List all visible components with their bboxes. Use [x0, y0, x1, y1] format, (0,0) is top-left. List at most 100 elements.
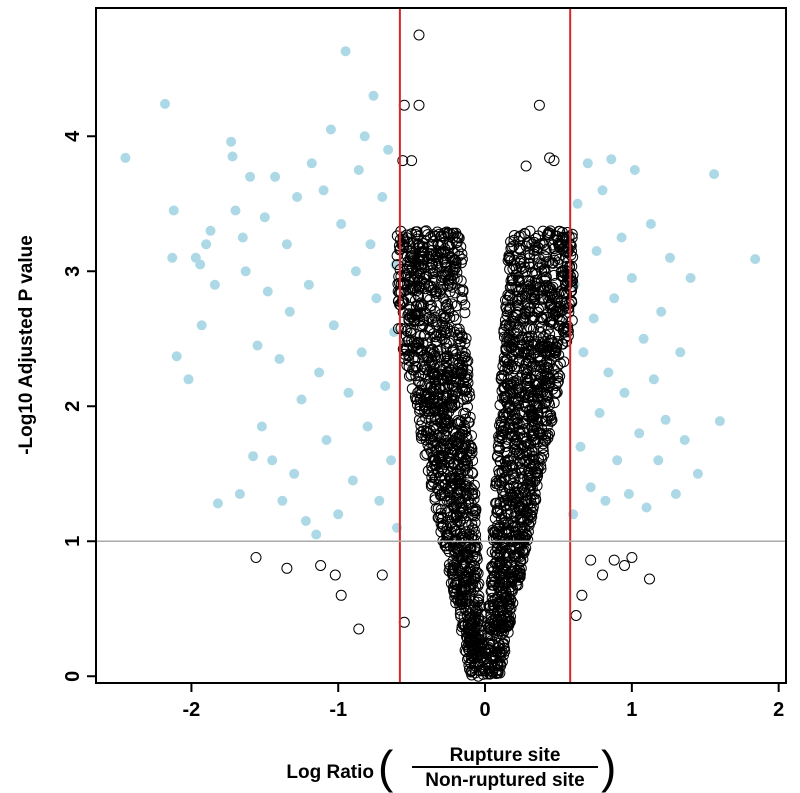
data-point — [498, 649, 509, 661]
data-point — [306, 158, 317, 169]
data-point — [422, 439, 434, 451]
data-point — [427, 368, 439, 380]
data-point — [533, 99, 545, 111]
data-point — [536, 258, 548, 270]
data-point — [451, 579, 463, 591]
data-point — [502, 433, 513, 445]
data-point — [626, 273, 637, 283]
x-tick-label: 0 — [479, 699, 490, 721]
data-point — [576, 589, 588, 601]
data-point — [578, 347, 589, 358]
plot-frame — [95, 7, 787, 684]
data-point — [440, 302, 452, 314]
data-point — [597, 185, 608, 196]
y-tick-label: 3 — [62, 266, 84, 277]
data-point — [460, 407, 471, 419]
data-point — [520, 160, 532, 172]
data-point — [591, 246, 602, 256]
data-point — [472, 640, 484, 652]
data-point — [442, 265, 454, 277]
data-point — [504, 474, 516, 485]
data-point — [451, 273, 463, 285]
data-point — [443, 239, 455, 251]
data-point — [510, 263, 522, 274]
data-point — [452, 397, 464, 409]
data-point — [619, 560, 630, 571]
data-point — [336, 219, 347, 229]
data-point — [329, 569, 341, 581]
data-point — [438, 429, 450, 440]
data-point — [554, 370, 566, 382]
data-point — [567, 269, 579, 281]
data-point — [414, 400, 426, 412]
data-point — [459, 532, 471, 544]
data-point — [556, 231, 568, 243]
data-point — [400, 330, 412, 342]
data-point — [318, 185, 329, 196]
data-point — [508, 230, 520, 241]
data-point — [501, 306, 513, 318]
data-point — [392, 278, 404, 290]
x-tick-label: -2 — [183, 699, 201, 721]
data-point — [546, 303, 558, 315]
data-point — [230, 205, 241, 216]
data-point — [442, 448, 454, 459]
y-tick-label: 4 — [62, 130, 84, 142]
data-point — [523, 446, 535, 458]
data-point — [519, 227, 531, 239]
data-point — [518, 484, 530, 496]
data-point — [428, 424, 440, 436]
data-point — [550, 380, 562, 391]
data-point — [469, 488, 481, 500]
x-axis-title-open-paren: ( — [378, 741, 394, 793]
data-point — [508, 492, 520, 504]
data-point — [454, 497, 466, 509]
data-point — [450, 386, 461, 398]
data-point — [535, 460, 547, 472]
data-point — [468, 584, 480, 596]
data-point — [524, 302, 536, 314]
data-point — [509, 550, 521, 562]
data-point — [489, 576, 501, 588]
data-point — [439, 479, 451, 491]
data-point — [444, 482, 456, 494]
data-point — [453, 431, 465, 443]
data-point — [414, 315, 426, 327]
data-point — [514, 567, 526, 579]
x-tick-label: 2 — [773, 699, 784, 721]
data-point — [467, 523, 478, 535]
data-point — [462, 467, 474, 479]
data-point — [535, 327, 547, 338]
data-point — [538, 282, 550, 294]
data-point — [537, 438, 549, 450]
data-point — [709, 169, 720, 180]
data-point — [488, 571, 500, 583]
data-point — [419, 283, 431, 295]
data-point — [440, 435, 451, 447]
data-point — [469, 517, 481, 529]
x-axis: -2 -1 0 1 2 — [183, 683, 784, 721]
data-point — [511, 310, 523, 321]
data-point — [442, 323, 454, 334]
data-point — [526, 415, 538, 427]
data-point — [464, 632, 476, 644]
data-point — [585, 482, 596, 493]
data-point — [439, 351, 451, 363]
data-point — [679, 435, 690, 445]
data-points — [120, 29, 761, 682]
data-point — [644, 573, 655, 585]
data-point — [498, 369, 510, 381]
data-point — [410, 370, 422, 382]
data-point — [484, 602, 495, 614]
data-point — [538, 239, 550, 251]
data-point — [513, 242, 525, 254]
data-point — [350, 266, 361, 277]
data-point — [518, 312, 530, 324]
data-point — [407, 342, 419, 354]
data-point — [383, 144, 394, 155]
data-point — [418, 314, 429, 326]
data-point — [209, 279, 220, 290]
data-point — [521, 495, 533, 507]
data-point — [277, 495, 288, 506]
